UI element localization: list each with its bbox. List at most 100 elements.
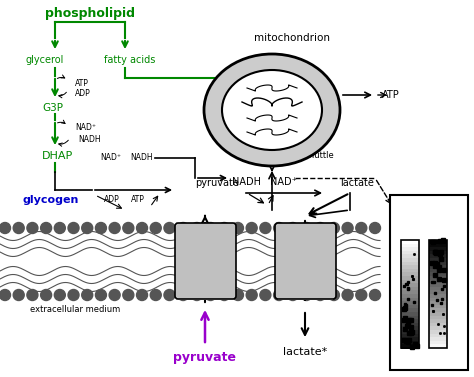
Bar [401, 312, 419, 316]
Bar [429, 265, 447, 269]
Text: G3P: G3P [42, 103, 63, 113]
Bar [401, 269, 419, 273]
Bar [401, 330, 419, 334]
Bar [429, 312, 447, 316]
Circle shape [150, 222, 161, 233]
Bar [390, 195, 468, 370]
Circle shape [178, 290, 189, 300]
Circle shape [342, 222, 353, 233]
Circle shape [246, 222, 257, 233]
Circle shape [273, 222, 284, 233]
Circle shape [178, 222, 189, 233]
Text: extracellular medium: extracellular medium [30, 305, 120, 314]
Bar [401, 316, 419, 320]
Text: glycerol: glycerol [26, 55, 64, 65]
Circle shape [205, 290, 216, 300]
Bar [401, 240, 419, 244]
Circle shape [82, 290, 93, 300]
Text: SLC16A7: SLC16A7 [181, 256, 229, 266]
Text: ATP: ATP [75, 78, 89, 87]
Bar [429, 305, 447, 309]
Bar [401, 337, 419, 341]
Bar [429, 330, 447, 334]
Circle shape [301, 222, 312, 233]
Bar [401, 287, 419, 291]
Text: ADP: ADP [104, 196, 120, 204]
Bar [401, 276, 419, 280]
Text: fatty acids: fatty acids [104, 55, 155, 65]
Circle shape [356, 222, 367, 233]
Circle shape [95, 290, 107, 300]
Text: M-A shuttle: M-A shuttle [286, 150, 334, 159]
Bar [429, 323, 447, 327]
Bar [429, 345, 447, 348]
Text: glycogen: glycogen [22, 195, 78, 205]
Circle shape [41, 290, 52, 300]
Text: phospholipid: phospholipid [45, 8, 135, 20]
Circle shape [191, 222, 202, 233]
Circle shape [137, 222, 147, 233]
Bar [429, 244, 447, 248]
Circle shape [109, 222, 120, 233]
Ellipse shape [222, 70, 322, 150]
Circle shape [260, 222, 271, 233]
Bar [401, 240, 419, 348]
Bar [401, 341, 419, 345]
Circle shape [287, 222, 298, 233]
Bar [278, 223, 333, 300]
Bar [429, 334, 447, 338]
Bar [401, 290, 419, 294]
Bar [429, 287, 447, 291]
Bar [429, 326, 447, 331]
Circle shape [27, 290, 38, 300]
Text: DHAP: DHAP [42, 151, 73, 161]
Bar [401, 319, 419, 323]
Circle shape [328, 290, 339, 300]
FancyBboxPatch shape [175, 223, 236, 299]
Text: ATP: ATP [382, 90, 400, 100]
Bar [429, 297, 447, 302]
Bar [429, 337, 447, 341]
Text: lactate*: lactate* [283, 347, 327, 357]
Bar [401, 254, 419, 259]
Text: NAD⁺: NAD⁺ [100, 153, 121, 162]
Bar [401, 345, 419, 348]
Circle shape [55, 222, 65, 233]
Circle shape [0, 290, 10, 300]
Text: pyruvate: pyruvate [409, 357, 449, 366]
Circle shape [287, 290, 298, 300]
Text: ATP: ATP [131, 196, 145, 204]
Bar [401, 258, 419, 262]
Circle shape [164, 222, 175, 233]
Text: NADH: NADH [130, 153, 153, 162]
Bar [401, 326, 419, 331]
Bar [429, 280, 447, 284]
Circle shape [95, 222, 107, 233]
Text: concentration: concentration [398, 202, 461, 211]
Circle shape [0, 222, 10, 233]
Bar [401, 294, 419, 298]
Circle shape [232, 290, 244, 300]
Circle shape [315, 290, 326, 300]
Text: mitochondrion: mitochondrion [254, 33, 330, 43]
Bar [429, 301, 447, 305]
Bar [429, 319, 447, 323]
Bar [429, 262, 447, 266]
Text: NAD⁺: NAD⁺ [75, 124, 96, 132]
Circle shape [27, 222, 38, 233]
Text: NADH: NADH [252, 104, 292, 116]
Circle shape [370, 222, 381, 233]
Text: lactate: lactate [340, 178, 374, 188]
Text: NADH: NADH [232, 177, 261, 187]
Bar [401, 247, 419, 251]
Circle shape [82, 222, 93, 233]
Bar [429, 269, 447, 273]
Bar [429, 290, 447, 294]
Bar [401, 334, 419, 338]
Bar [429, 341, 447, 345]
Bar [429, 308, 447, 313]
Bar [401, 323, 419, 327]
Bar [401, 262, 419, 266]
Text: pyruvate: pyruvate [195, 178, 239, 188]
Circle shape [370, 290, 381, 300]
